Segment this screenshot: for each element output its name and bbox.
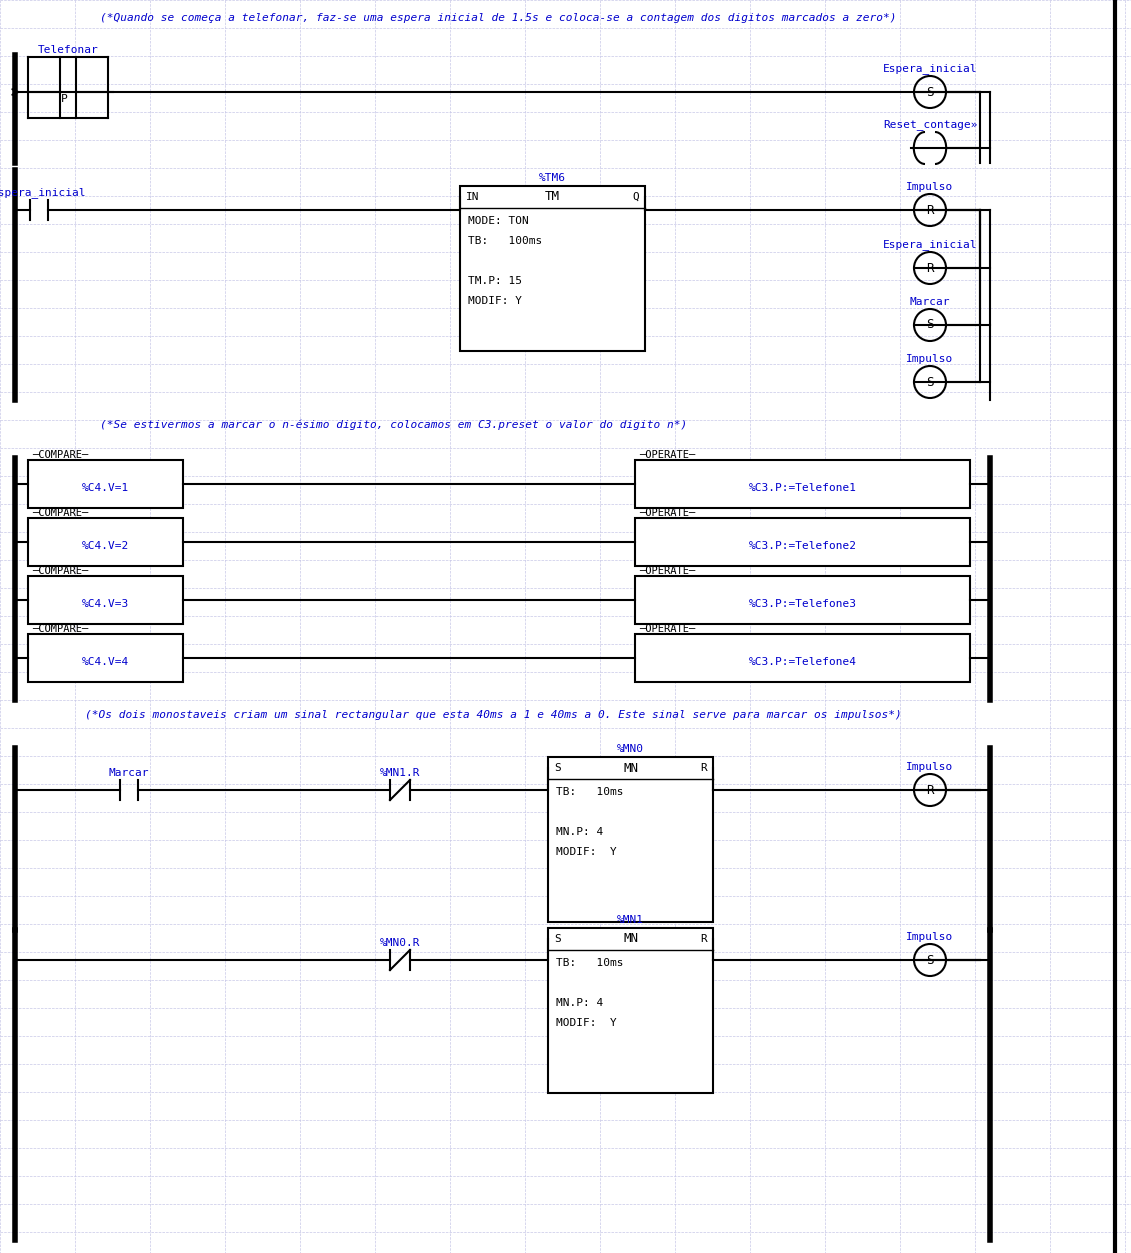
Bar — [634, 517, 970, 566]
Text: TB:   100ms: TB: 100ms — [468, 236, 542, 246]
Text: Impulso: Impulso — [906, 932, 953, 942]
Text: S: S — [926, 318, 934, 332]
Bar — [549, 757, 713, 922]
Text: %C4.V=4: %C4.V=4 — [81, 657, 129, 667]
Text: Espera_inicial: Espera_inicial — [883, 239, 977, 251]
Text: R: R — [926, 262, 934, 274]
Text: R: R — [700, 933, 707, 944]
Bar — [634, 460, 970, 507]
Text: Q: Q — [632, 192, 639, 202]
Text: %MN1: %MN1 — [618, 915, 644, 925]
Text: Marcar: Marcar — [909, 297, 950, 307]
Text: ─COMPARE─: ─COMPARE─ — [32, 624, 88, 634]
Text: S: S — [926, 954, 934, 966]
Bar — [549, 928, 713, 1093]
Text: %C3.P:=Telefone4: %C3.P:=Telefone4 — [749, 657, 856, 667]
Bar — [28, 634, 183, 682]
Text: %C4.V=3: %C4.V=3 — [81, 599, 129, 609]
Text: ─OPERATE─: ─OPERATE─ — [639, 507, 696, 517]
Text: MN.P: 4: MN.P: 4 — [556, 827, 603, 837]
Text: S: S — [554, 933, 561, 944]
Bar — [28, 576, 183, 624]
Text: ─COMPARE─: ─COMPARE─ — [32, 450, 88, 460]
Text: %MN0: %MN0 — [618, 744, 644, 754]
Text: Impulso: Impulso — [906, 182, 953, 192]
Text: %C3.P:=Telefone2: %C3.P:=Telefone2 — [749, 541, 856, 551]
Text: %MN0.R: %MN0.R — [380, 938, 421, 949]
Text: %C3.P:=Telefone3: %C3.P:=Telefone3 — [749, 599, 856, 609]
Text: S: S — [554, 763, 561, 773]
Text: TB:   10ms: TB: 10ms — [556, 787, 623, 797]
Text: ─OPERATE─: ─OPERATE─ — [639, 566, 696, 576]
Text: MODIF:  Y: MODIF: Y — [556, 1017, 616, 1027]
Text: %MN1.R: %MN1.R — [380, 768, 421, 778]
Text: R: R — [700, 763, 707, 773]
Text: S: S — [926, 376, 934, 388]
Text: TM: TM — [545, 190, 560, 203]
Text: TM.P: 15: TM.P: 15 — [468, 276, 523, 286]
Text: Telefonar: Telefonar — [37, 45, 98, 55]
Text: ─COMPARE─: ─COMPARE─ — [32, 566, 88, 576]
Text: ─OPERATE─: ─OPERATE─ — [639, 450, 696, 460]
Bar — [634, 634, 970, 682]
Bar — [28, 517, 183, 566]
Text: R: R — [926, 203, 934, 217]
Text: MODIF:  Y: MODIF: Y — [556, 847, 616, 857]
Text: Impulso: Impulso — [906, 762, 953, 772]
Text: Impulso: Impulso — [906, 355, 953, 365]
Text: MN: MN — [623, 762, 638, 774]
Text: MODIF: Y: MODIF: Y — [468, 296, 523, 306]
Text: (*Os dois monostaveis criam um sinal rectangular que esta 40ms a 1 e 40ms a 0. E: (*Os dois monostaveis criam um sinal rec… — [85, 710, 901, 720]
Text: TB:   10ms: TB: 10ms — [556, 959, 623, 969]
Text: ─OPERATE─: ─OPERATE─ — [639, 624, 696, 634]
Text: %C4.V=1: %C4.V=1 — [81, 482, 129, 492]
Text: S: S — [926, 85, 934, 99]
Text: %C4.V=2: %C4.V=2 — [81, 541, 129, 551]
Text: MN.P: 4: MN.P: 4 — [556, 997, 603, 1007]
Text: Espera_inicial: Espera_inicial — [0, 187, 86, 198]
Text: (*Quando se começa a telefonar, faz-se uma espera inicial de 1.5s e coloca-se a : (*Quando se começa a telefonar, faz-se u… — [100, 13, 897, 23]
Text: Espera_inicial: Espera_inicial — [883, 63, 977, 74]
Text: ─COMPARE─: ─COMPARE─ — [32, 507, 88, 517]
Text: Reset_contage»: Reset_contage» — [883, 119, 977, 130]
Bar — [634, 576, 970, 624]
Text: %TM6: %TM6 — [539, 173, 566, 183]
Text: (*Se estivermos a marcar o n-ésimo digito, colocamos em C3.preset o valor do dig: (*Se estivermos a marcar o n-ésimo digit… — [100, 420, 688, 431]
Text: MODE: TON: MODE: TON — [468, 216, 529, 226]
Text: IN: IN — [466, 192, 480, 202]
Text: P: P — [61, 94, 68, 104]
Text: Marcar: Marcar — [109, 768, 149, 778]
Bar — [460, 185, 645, 351]
Text: R: R — [926, 783, 934, 797]
Text: MN: MN — [623, 932, 638, 946]
Text: %C3.P:=Telefone1: %C3.P:=Telefone1 — [749, 482, 856, 492]
Bar — [28, 460, 183, 507]
